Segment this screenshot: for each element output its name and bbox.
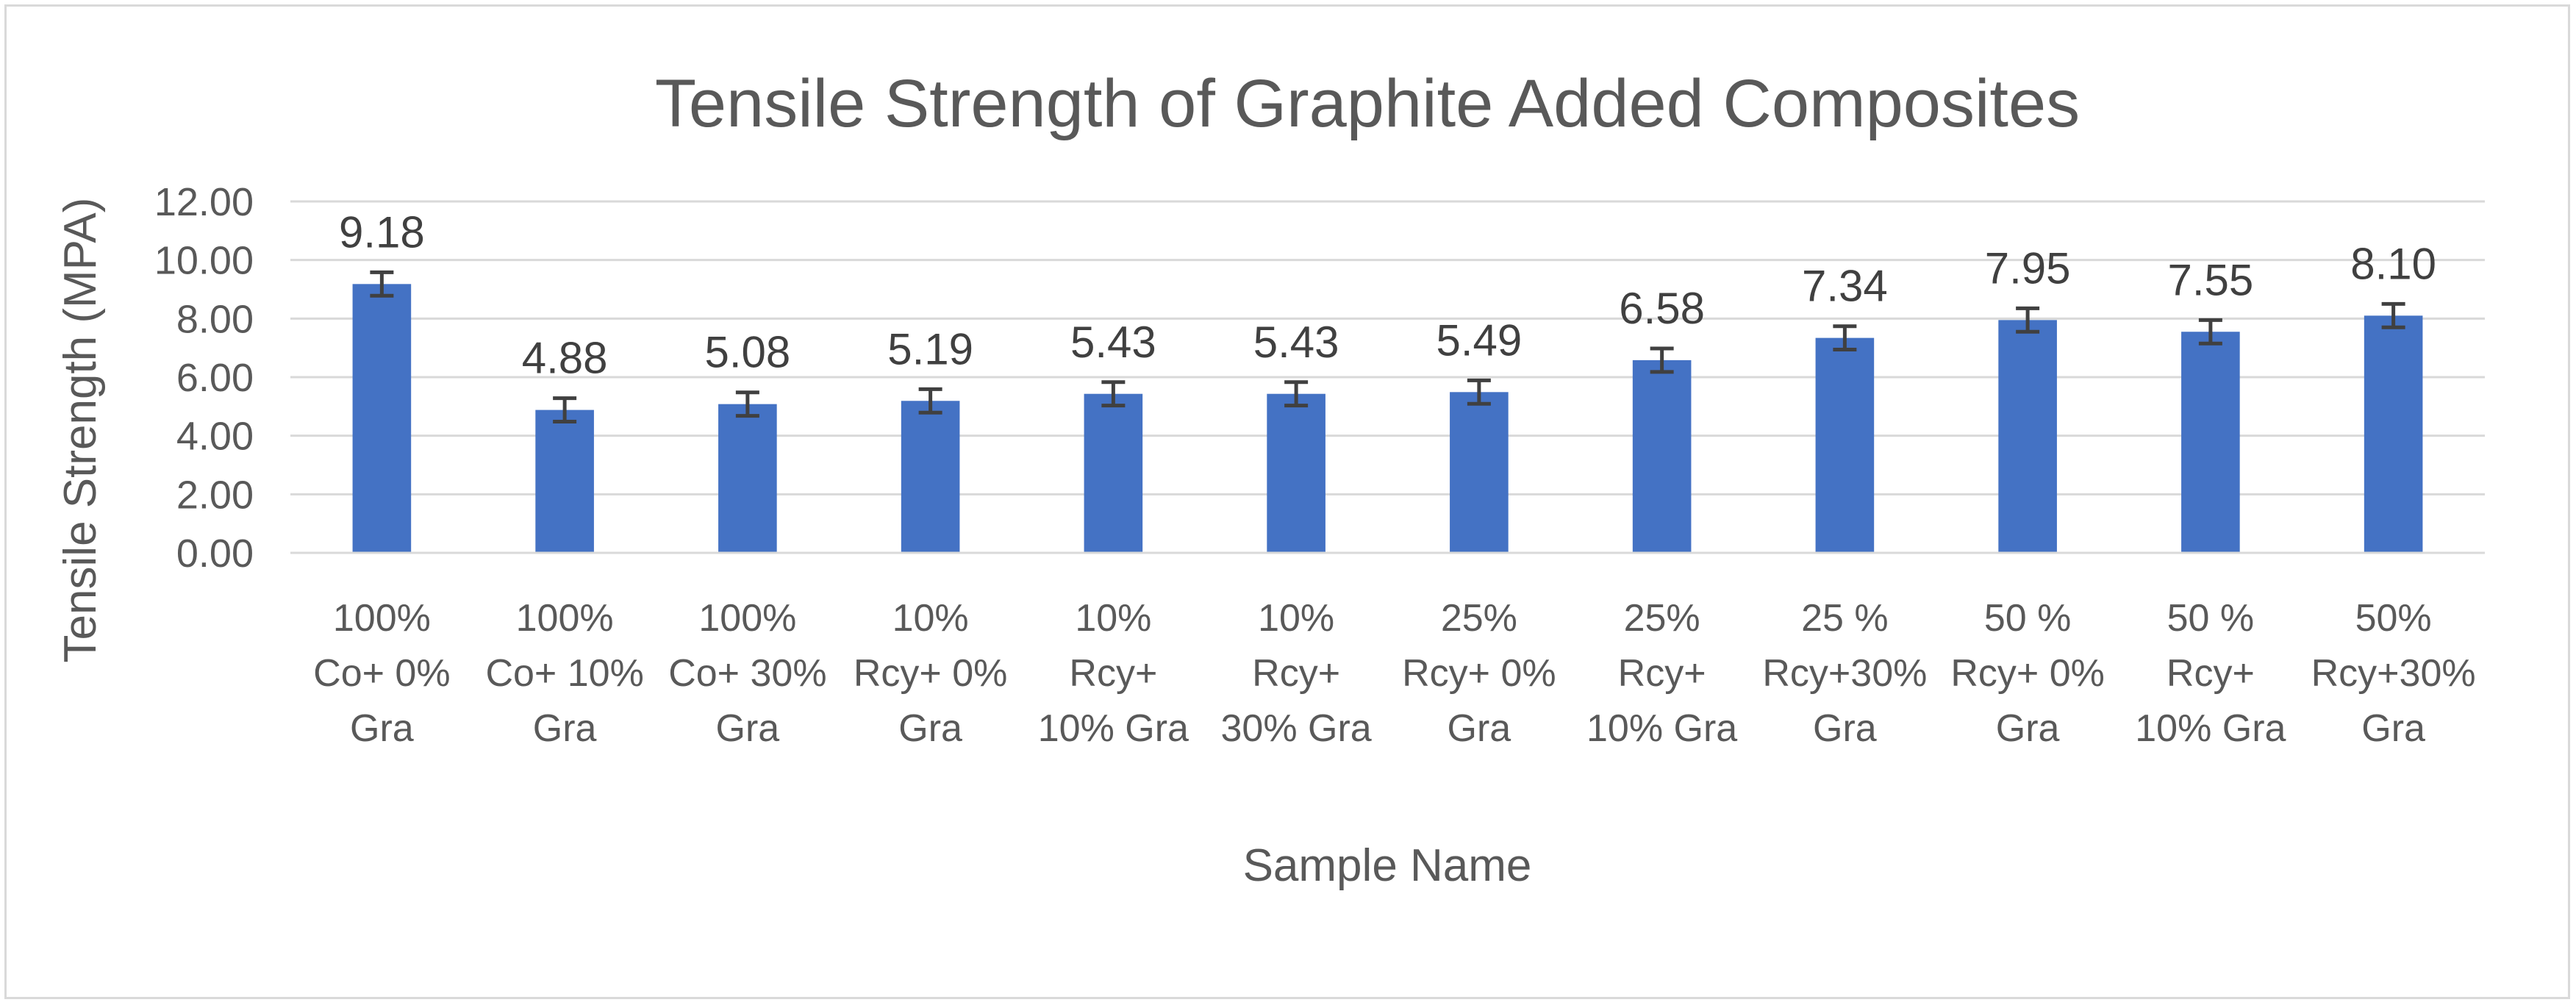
bar: [1084, 393, 1143, 553]
data-label: 5.43: [1070, 318, 1156, 367]
bar: [718, 404, 777, 553]
bar: [1450, 392, 1509, 553]
error-bar: [2016, 306, 2040, 334]
data-label: 5.08: [704, 328, 790, 377]
data-label: 5.19: [887, 324, 973, 373]
data-label: 7.55: [2167, 255, 2253, 304]
x-category-label: 100% Co+ 10% Gra: [485, 597, 643, 750]
y-tick-label: 12.00: [154, 180, 254, 224]
data-label: 4.88: [522, 334, 608, 383]
y-tick-label: 8.00: [176, 297, 254, 341]
y-tick-label: 4.00: [176, 415, 254, 459]
data-label: 9.18: [339, 207, 425, 257]
data-labels: 9.18 4.88 5.08 5.19 5.43 5.43 5.49 6.58 7.34 7.95…: [339, 207, 2436, 382]
x-category-label: 100% Co+ 30% Gra: [668, 597, 826, 750]
bar: [901, 401, 960, 553]
bar: [2364, 315, 2423, 553]
bar: [352, 284, 412, 553]
bar: [1815, 337, 1875, 553]
data-label: 7.34: [1802, 262, 1888, 311]
x-category-label: 10% Rcy+ 10% Gra: [1038, 597, 1189, 750]
bar: [1998, 320, 2057, 553]
error-bars: [370, 270, 2405, 424]
y-tick-label: 0.00: [176, 532, 254, 576]
y-axis-title: Tensile Strength (MPA): [55, 198, 106, 663]
x-category-label: 10% Rcy+ 30% Gra: [1221, 597, 1372, 750]
x-category-label: 25% Rcy+ 10% Gra: [1586, 597, 1737, 750]
bars: [352, 284, 2423, 553]
error-bar: [1467, 378, 1491, 406]
data-label: 5.49: [1436, 315, 1522, 365]
data-label: 8.10: [2350, 239, 2436, 288]
y-tick-label: 10.00: [154, 239, 254, 283]
error-bar: [1650, 346, 1674, 374]
data-label: 6.58: [1619, 284, 1705, 333]
gridlines: [290, 200, 2485, 496]
error-bar: [1284, 380, 1309, 408]
x-category-label: 50 % Rcy+ 10% Gra: [2135, 597, 2286, 750]
error-bar: [1833, 324, 1857, 352]
data-label: 5.43: [1253, 318, 1339, 367]
bar: [2181, 332, 2240, 553]
y-axis-ticks: 0.00 2.00 4.00 6.00 8.00 10.00 12.00: [154, 180, 254, 576]
bar: [1632, 360, 1692, 553]
error-bar: [2381, 301, 2405, 329]
x-category-label: 25 % Rcy+30% Gra: [1762, 597, 1927, 750]
x-axis-title: Sample Name: [1243, 840, 1532, 891]
error-bar: [553, 396, 577, 424]
bar: [535, 409, 594, 553]
error-bar: [735, 390, 759, 418]
chart-title: Tensile Strength of Graphite Added Compo…: [655, 66, 2080, 141]
error-bar: [918, 387, 942, 415]
error-bar: [1101, 380, 1126, 408]
y-tick-label: 2.00: [176, 473, 254, 517]
x-category-label: 50% Rcy+30% Gra: [2311, 597, 2476, 750]
x-category-label: 50 % Rcy+ 0% Gra: [1950, 597, 2105, 750]
x-category-label: 25% Rcy+ 0% Gra: [1402, 597, 1556, 750]
error-bar: [370, 270, 394, 298]
error-bar: [2198, 318, 2222, 346]
data-label: 7.95: [1985, 243, 2071, 293]
x-category-label: 10% Rcy+ 0% Gra: [854, 597, 1008, 750]
x-category-label: 100% Co+ 0% Gra: [313, 597, 450, 750]
bar: [1267, 393, 1325, 553]
y-tick-label: 6.00: [176, 356, 254, 400]
